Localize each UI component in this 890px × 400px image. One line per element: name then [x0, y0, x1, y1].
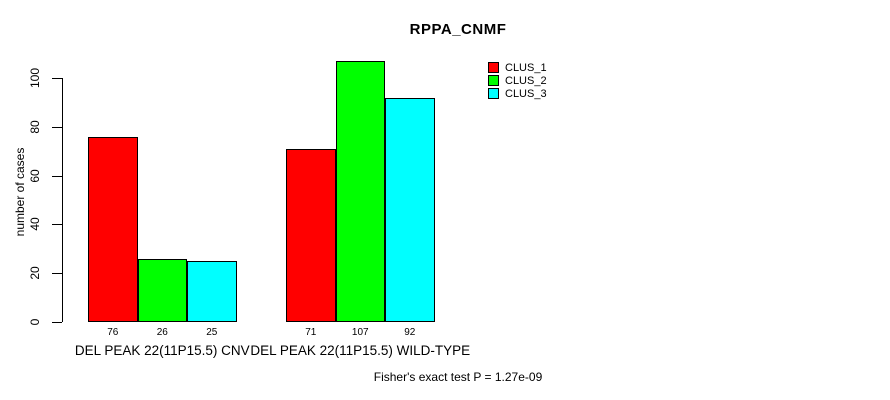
- bar-clus_1-group1: [88, 136, 138, 322]
- y-axis-tick: [52, 322, 62, 323]
- bar-value-label: 92: [404, 327, 416, 338]
- bar-clus_3-group1: [187, 261, 237, 322]
- y-axis-tick-label: 60: [28, 168, 42, 183]
- legend: CLUS_1 CLUS_2 CLUS_3: [488, 61, 547, 100]
- y-axis-tick: [52, 224, 62, 226]
- bar-clus_2-group1: [137, 258, 187, 322]
- y-axis-tick: [52, 78, 62, 79]
- bar-value-label: 26: [156, 327, 168, 338]
- x-axis-group-label: DEL PEAK 22(11P15.5) WILD-TYPE: [250, 343, 471, 358]
- footer-note: Fisher's exact test P = 1.27e-09: [373, 370, 543, 384]
- y-axis-tick-label: 40: [28, 217, 42, 232]
- legend-label: CLUS_2: [505, 74, 547, 87]
- bar-value-label: 25: [206, 327, 218, 338]
- y-axis-tick: [52, 126, 62, 128]
- legend-swatch-icon: [488, 75, 499, 86]
- legend-item-clus_3: CLUS_3: [488, 87, 547, 100]
- bar-clus_1-group2: [286, 148, 336, 322]
- legend-item-clus_2: CLUS_2: [488, 74, 547, 87]
- bar-clus_2-group2: [335, 60, 385, 322]
- y-axis-tick-label: 80: [28, 120, 42, 134]
- y-axis-tick-label: 20: [28, 266, 42, 280]
- y-axis-line: [62, 78, 63, 322]
- y-axis-label: number of cases: [13, 147, 27, 237]
- legend-label: CLUS_1: [505, 61, 547, 74]
- x-axis-group-label: DEL PEAK 22(11P15.5) CNV: [74, 343, 250, 358]
- legend-item-clus_1: CLUS_1: [488, 61, 547, 74]
- y-axis-tick-label: 100: [28, 67, 42, 89]
- legend-swatch-icon: [488, 62, 499, 73]
- legend-label: CLUS_3: [505, 87, 547, 100]
- bar-value-label: 76: [107, 327, 119, 338]
- bar-value-label: 107: [351, 327, 369, 338]
- chart-title: RPPA_CNMF: [409, 21, 507, 38]
- y-axis-tick: [52, 175, 62, 177]
- bar-value-label: 71: [305, 327, 317, 338]
- y-axis-tick: [52, 273, 62, 275]
- legend-swatch-icon: [488, 88, 499, 99]
- y-axis-tick-label: 0: [28, 318, 42, 326]
- bar-clus_3-group2: [385, 97, 435, 322]
